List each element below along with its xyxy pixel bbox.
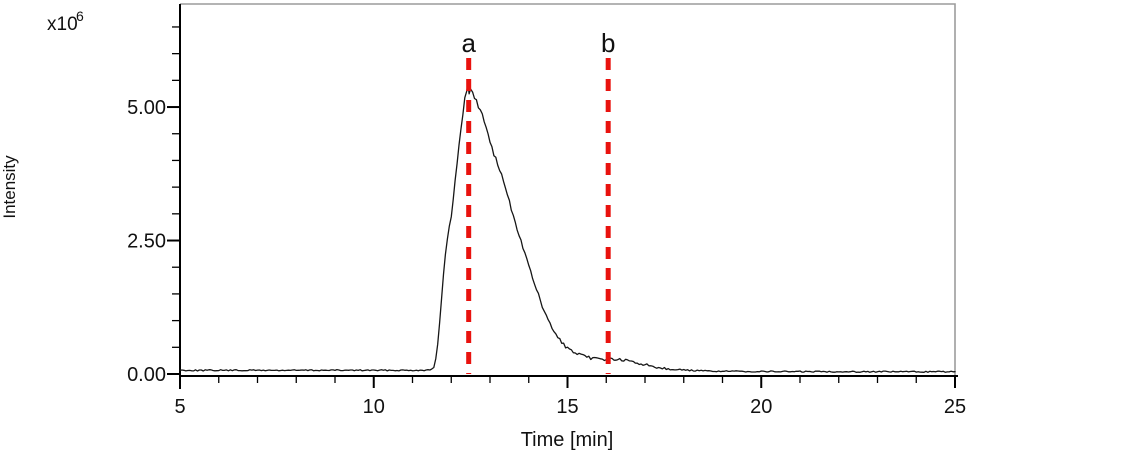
x-tick-label: 15 xyxy=(556,396,578,418)
y-axis-ticks: 0.00 2.50 5.00 xyxy=(127,26,180,386)
y-tick-label: 0.00 xyxy=(127,364,166,386)
x-axis-ticks: 5 10 15 20 25 xyxy=(174,376,966,418)
y-tick-label: 5.00 xyxy=(127,97,166,119)
x-tick-label: 20 xyxy=(750,396,772,418)
marker-b-label: b xyxy=(601,28,615,58)
y-scale-multiplier-label: x10 xyxy=(47,14,78,35)
plot-frame xyxy=(180,3,956,376)
x-tick-label: 5 xyxy=(174,396,185,418)
x-tick-label: 25 xyxy=(944,396,966,418)
x-tick-label: 10 xyxy=(363,396,385,418)
x-axis-label: Time [min] xyxy=(521,429,614,450)
marker-a-label: a xyxy=(461,28,476,58)
chromatogram-trace xyxy=(179,81,956,373)
plot-render-layer: 5 10 15 20 25 0.00 2.50 5.00 xyxy=(127,3,966,418)
y-tick-label: 2.50 xyxy=(127,231,166,253)
y-scale-exponent: 6 xyxy=(76,8,84,24)
y-axis-label: Intensity xyxy=(0,155,19,219)
